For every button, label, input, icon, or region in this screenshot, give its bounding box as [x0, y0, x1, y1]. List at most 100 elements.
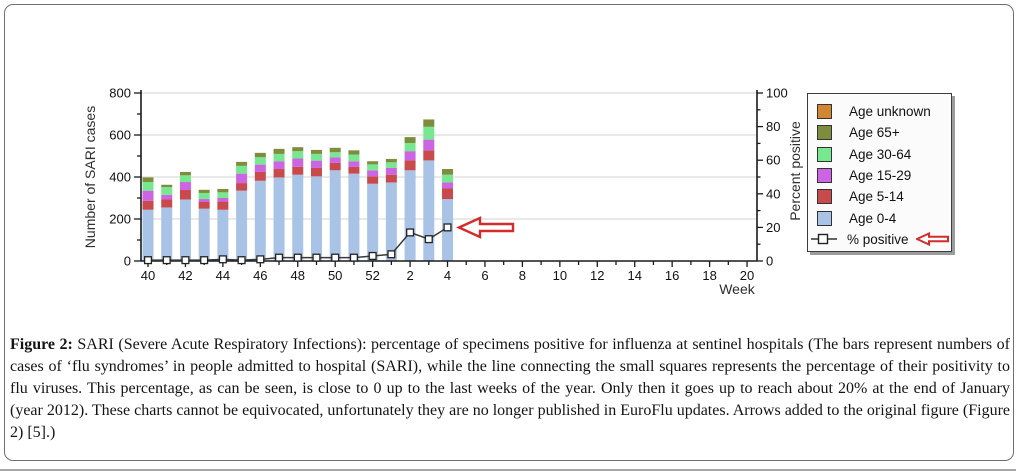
- svg-text:800: 800: [109, 86, 131, 101]
- bar-segment: [423, 139, 435, 151]
- bar-segment: [385, 174, 397, 183]
- legend-item-label: Age 65+: [849, 125, 900, 141]
- bar-segment: [254, 157, 266, 165]
- bar-segment: [217, 201, 229, 210]
- bar-segment: [404, 137, 416, 143]
- legend-item-age-5-14: Age 5-14: [808, 186, 951, 207]
- svg-text:0: 0: [766, 254, 773, 269]
- legend-item-percent-positive: % positive: [808, 229, 951, 250]
- bar-segment: [348, 166, 360, 174]
- bar-segment: [385, 158, 397, 163]
- bar-segment: [310, 149, 322, 154]
- svg-text:48: 48: [291, 268, 305, 283]
- bar-segment: [442, 182, 454, 189]
- bar-segment: [385, 167, 397, 175]
- svg-text:2: 2: [406, 268, 413, 283]
- bar-segment: [236, 173, 248, 184]
- percent-positive-marker: [424, 235, 433, 244]
- bar-segment: [179, 182, 191, 191]
- bar-segment: [198, 189, 210, 193]
- bar-segment: [385, 162, 397, 168]
- svg-text:20: 20: [740, 268, 754, 283]
- bar-segment: [142, 200, 154, 210]
- percent-positive-marker-icon: [811, 234, 837, 245]
- bar-segment: [310, 153, 322, 161]
- legend-item-label: Age 0-4: [849, 210, 897, 226]
- legend-item-age-30-64: Age 30-64: [808, 144, 951, 165]
- age-30-64-swatch: [817, 146, 832, 162]
- bar-segment: [179, 171, 191, 176]
- bar-segment: [348, 154, 360, 162]
- svg-text:6: 6: [481, 268, 488, 283]
- bar-segment: [367, 183, 379, 261]
- svg-text:46: 46: [253, 268, 267, 283]
- red-arrow-annotation: [456, 216, 515, 239]
- bar-segment: [217, 209, 229, 261]
- svg-text:14: 14: [627, 268, 641, 283]
- bar-segment: [254, 164, 266, 172]
- chart-legend: Age unknown Age 65+ Age 30-64 Age 15-29 …: [807, 93, 952, 252]
- bar-segment: [198, 201, 210, 209]
- bars-layer: [142, 119, 454, 261]
- bar-segment: [198, 208, 210, 261]
- bar-segment: [254, 171, 266, 181]
- bar-segment: [179, 175, 191, 183]
- bar-segment: [404, 151, 416, 161]
- svg-text:600: 600: [109, 128, 131, 143]
- age-5-14-swatch: [817, 189, 832, 205]
- x-axis-title: Week: [719, 281, 756, 297]
- bar-segment: [404, 170, 416, 261]
- bar-segment: [442, 174, 454, 183]
- figure-caption-label: Figure 2:: [10, 336, 73, 353]
- bar-segment: [310, 167, 322, 177]
- bar-segment: [161, 194, 173, 200]
- bar-segment: [161, 207, 173, 261]
- bar-segment: [217, 192, 229, 198]
- bar-segment: [236, 190, 248, 261]
- percent-positive-marker: [218, 255, 227, 264]
- bar-segment: [273, 148, 285, 154]
- svg-text:16: 16: [665, 268, 679, 283]
- legend-item-label: % positive: [847, 231, 909, 247]
- bar-segment: [385, 182, 397, 261]
- bar-segment: [423, 160, 435, 261]
- svg-text:44: 44: [216, 268, 230, 283]
- svg-text:52: 52: [365, 268, 379, 283]
- legend-item-label: Age unknown: [849, 104, 931, 120]
- bar-segment: [423, 150, 435, 161]
- percent-positive-marker: [312, 253, 321, 262]
- bar-segment: [367, 176, 379, 184]
- bar-segment: [273, 169, 285, 178]
- svg-text:400: 400: [109, 170, 131, 185]
- bar-segment: [273, 177, 285, 261]
- svg-text:100: 100: [766, 86, 788, 101]
- svg-text:12: 12: [590, 268, 604, 283]
- bar-segment: [329, 152, 341, 158]
- percent-positive-marker: [274, 253, 284, 262]
- bar-segment: [348, 173, 360, 261]
- svg-text:20: 20: [766, 220, 780, 235]
- legend-item-age-0-4: Age 0-4: [808, 207, 951, 228]
- bar-segment: [404, 160, 416, 171]
- bar-segment: [254, 180, 266, 261]
- svg-text:50: 50: [328, 268, 342, 283]
- age-0-4-swatch: [817, 210, 832, 226]
- bar-segment: [442, 169, 454, 175]
- bar-segment: [161, 199, 173, 208]
- bar-segment: [142, 177, 154, 183]
- bar-segment: [367, 164, 379, 171]
- percent-positive-marker: [162, 256, 171, 265]
- bar-segment: [310, 176, 322, 261]
- legend-item-label: Age 15-29: [849, 168, 912, 184]
- percent-positive-marker: [406, 228, 415, 237]
- svg-text:40: 40: [141, 268, 155, 283]
- bar-segment: [329, 162, 341, 171]
- bar-segment: [179, 199, 191, 261]
- percent-positive-line: [143, 223, 452, 265]
- bar-segment: [292, 147, 304, 152]
- age-65plus-swatch: [817, 125, 832, 141]
- legend-item-age-65plus: Age 65+: [808, 122, 951, 143]
- bar-segment: [142, 190, 154, 201]
- page-bottom-divider: [0, 469, 1016, 471]
- percent-positive-marker: [256, 255, 265, 264]
